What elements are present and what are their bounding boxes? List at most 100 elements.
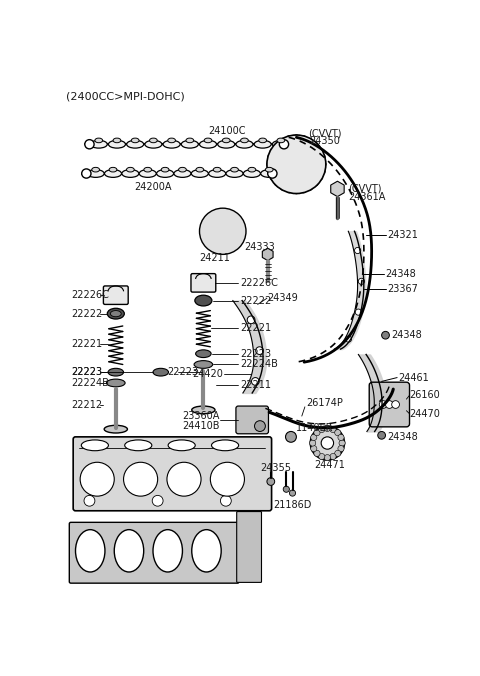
Ellipse shape — [107, 379, 125, 387]
Circle shape — [382, 331, 389, 339]
Circle shape — [267, 155, 273, 160]
Text: 24333: 24333 — [245, 241, 276, 251]
Ellipse shape — [153, 529, 182, 572]
Circle shape — [247, 316, 255, 324]
Circle shape — [270, 175, 276, 180]
Circle shape — [311, 426, 345, 460]
Ellipse shape — [222, 138, 230, 143]
Ellipse shape — [227, 218, 233, 224]
Text: 24355: 24355 — [260, 462, 291, 473]
Ellipse shape — [92, 168, 99, 172]
Text: 24420: 24420 — [192, 368, 223, 379]
FancyBboxPatch shape — [369, 382, 409, 427]
Circle shape — [301, 146, 309, 153]
Text: 24461: 24461 — [399, 372, 430, 383]
Circle shape — [267, 478, 275, 485]
Circle shape — [339, 440, 345, 446]
Circle shape — [300, 136, 306, 141]
Ellipse shape — [149, 138, 157, 143]
Ellipse shape — [196, 168, 204, 172]
Circle shape — [254, 420, 265, 431]
Circle shape — [270, 148, 276, 153]
Text: 24348: 24348 — [391, 330, 421, 340]
Ellipse shape — [272, 141, 289, 148]
Circle shape — [307, 139, 312, 143]
Circle shape — [84, 496, 95, 506]
Ellipse shape — [145, 141, 162, 148]
Text: 24100C: 24100C — [208, 126, 245, 136]
Text: 21186D: 21186D — [273, 500, 312, 510]
Circle shape — [324, 425, 330, 431]
Text: 22222: 22222 — [240, 295, 271, 306]
Ellipse shape — [200, 141, 216, 148]
Ellipse shape — [108, 368, 123, 376]
Circle shape — [287, 136, 292, 141]
Circle shape — [256, 347, 264, 354]
Circle shape — [300, 188, 306, 193]
Text: 22224B: 22224B — [71, 378, 109, 388]
Circle shape — [338, 435, 344, 441]
Text: 24348: 24348 — [387, 432, 418, 442]
Text: 22223: 22223 — [240, 349, 271, 359]
Text: 24361A: 24361A — [348, 191, 385, 201]
Ellipse shape — [213, 168, 221, 172]
Circle shape — [321, 162, 326, 167]
Ellipse shape — [163, 141, 180, 148]
Ellipse shape — [261, 170, 278, 177]
Ellipse shape — [231, 233, 239, 237]
Circle shape — [152, 496, 163, 506]
Circle shape — [267, 135, 326, 193]
Circle shape — [220, 496, 231, 506]
Ellipse shape — [192, 406, 215, 414]
Ellipse shape — [95, 138, 103, 143]
Circle shape — [287, 155, 306, 174]
Circle shape — [301, 175, 309, 183]
Circle shape — [385, 401, 393, 408]
Text: 24471: 24471 — [314, 460, 345, 470]
Circle shape — [378, 431, 385, 439]
Circle shape — [346, 336, 351, 342]
Circle shape — [82, 169, 91, 178]
FancyBboxPatch shape — [236, 406, 268, 434]
Ellipse shape — [259, 138, 266, 143]
Ellipse shape — [209, 170, 226, 177]
Circle shape — [313, 143, 318, 148]
Text: 26160: 26160 — [409, 390, 440, 400]
Circle shape — [311, 445, 317, 452]
Text: 22223: 22223 — [71, 367, 102, 377]
Circle shape — [319, 454, 325, 460]
Circle shape — [320, 168, 325, 174]
Ellipse shape — [192, 529, 221, 572]
Ellipse shape — [192, 170, 208, 177]
Ellipse shape — [231, 168, 239, 172]
Ellipse shape — [122, 170, 139, 177]
Text: 23360A: 23360A — [182, 411, 220, 421]
Ellipse shape — [265, 168, 273, 172]
Ellipse shape — [132, 138, 139, 143]
Circle shape — [284, 146, 292, 153]
Circle shape — [276, 160, 283, 168]
Ellipse shape — [179, 168, 186, 172]
FancyBboxPatch shape — [69, 523, 239, 583]
Ellipse shape — [153, 368, 168, 376]
Circle shape — [123, 462, 157, 496]
Text: 22221: 22221 — [71, 339, 102, 349]
Circle shape — [358, 279, 364, 285]
Ellipse shape — [109, 168, 117, 172]
Circle shape — [314, 450, 320, 456]
Ellipse shape — [243, 170, 261, 177]
Circle shape — [335, 450, 341, 456]
FancyBboxPatch shape — [73, 437, 272, 511]
Circle shape — [294, 135, 299, 140]
Circle shape — [314, 429, 320, 436]
Ellipse shape — [212, 218, 218, 225]
Circle shape — [268, 169, 277, 178]
Ellipse shape — [204, 138, 212, 143]
Circle shape — [319, 427, 325, 433]
Text: 24321: 24321 — [387, 230, 418, 240]
Text: 23367: 23367 — [387, 284, 418, 294]
Circle shape — [294, 189, 299, 194]
Ellipse shape — [110, 310, 121, 317]
Circle shape — [392, 401, 399, 408]
FancyBboxPatch shape — [103, 286, 128, 304]
